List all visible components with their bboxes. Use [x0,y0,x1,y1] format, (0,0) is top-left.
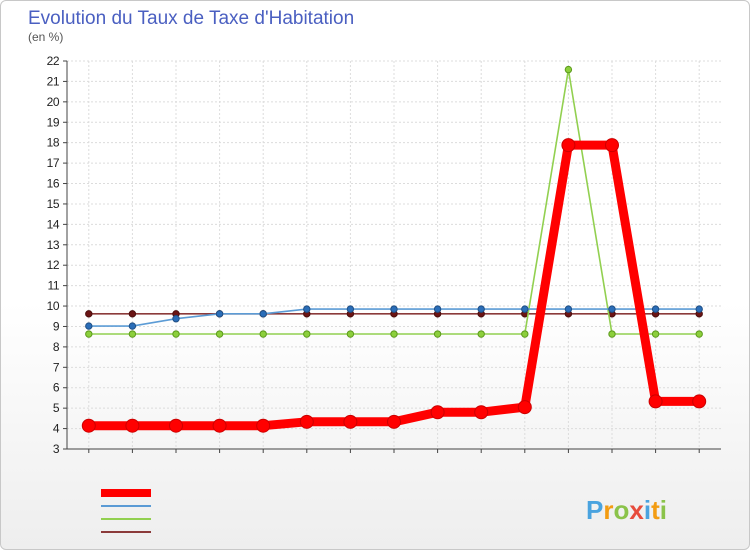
logo-letter: o [613,495,629,525]
data-point [521,330,529,338]
y-tick-label: 14 [47,217,60,231]
data-point [172,330,180,338]
y-tick-label: 16 [47,177,60,191]
data-point [390,330,398,338]
data-point [215,330,224,338]
axes: 3 4 5 6 7 8 9 10 11 12 13 14 15 16 17 18 19 20 21 22 [47,54,721,456]
data-point [343,414,358,429]
logo-letter: t [651,495,660,525]
y-tick-label: 7 [53,360,60,374]
data-point [521,305,529,313]
y-tick-label: 12 [47,258,60,272]
y-tick-label: 9 [53,319,60,333]
logo-letter: P [586,495,603,525]
y-tick-label: 4 [53,422,60,436]
y-tick-label: 5 [53,401,60,415]
data-point [608,305,616,313]
logo-letter: r [603,495,613,525]
data-point [215,310,224,318]
data-point [564,305,573,313]
data-point [430,405,445,420]
data-point [169,418,183,433]
data-point [387,414,401,429]
data-point [564,65,573,74]
logo-letter: x [629,495,644,525]
data-point [474,405,489,420]
data-point [172,315,180,323]
data-point [651,330,660,338]
y-tick-label: 18 [47,136,60,150]
data-point [605,138,619,153]
proxiti-logo: Proxiti [586,495,667,525]
data-point [648,394,663,409]
y-tick-label: 22 [47,54,60,68]
data-point [85,330,93,338]
data-point [85,322,93,330]
logo-letter: i [660,495,667,525]
y-tick-label: 17 [47,156,60,170]
data-point [303,330,311,338]
y-tick-label: 3 [53,442,60,456]
data-point [259,330,267,338]
data-point [346,305,355,313]
y-tick-label: 11 [48,279,60,293]
data-point [85,310,93,318]
data-point [695,305,703,313]
data-point [692,394,707,409]
y-tick-label: 19 [47,115,60,129]
data-point [608,330,616,338]
y-tick-label: 20 [47,95,60,109]
chart-subtitle: (en %) [28,30,63,44]
data-point [433,305,442,313]
chart-title: Evolution du Taux de Taxe d'Habitation [28,8,354,29]
data-point [561,138,576,153]
data-point [346,330,355,338]
data-point [517,400,532,415]
series-lines [81,65,707,433]
gridlines [67,60,721,450]
data-point [477,305,485,313]
data-point [695,330,703,338]
y-tick-label: 6 [53,381,60,395]
data-point [128,310,137,318]
data-point [128,330,137,338]
data-point [256,418,271,433]
data-point [433,330,442,338]
data-point [259,310,267,318]
logo-letter: i [644,495,651,525]
data-point [212,418,227,433]
data-point [81,418,96,433]
y-tick-label: 15 [47,197,60,211]
data-point [303,305,311,313]
data-point [299,414,314,429]
y-tick-label: 10 [47,299,60,313]
legend [101,489,151,533]
data-point [125,418,140,433]
data-point [390,305,398,313]
y-tick-label: 13 [47,238,60,252]
y-tick-label: 8 [53,340,60,354]
data-point [651,305,660,313]
y-tick-label: 21 [47,74,60,88]
data-point [477,330,485,338]
data-point [128,322,137,330]
